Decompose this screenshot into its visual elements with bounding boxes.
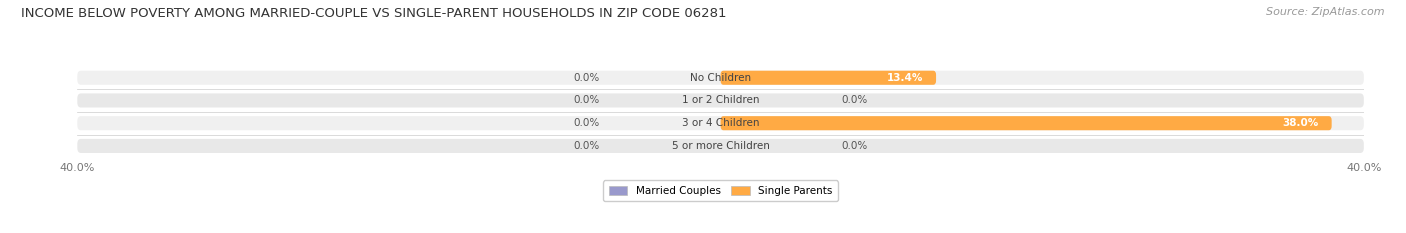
- Text: 0.0%: 0.0%: [574, 118, 600, 128]
- FancyBboxPatch shape: [721, 116, 1331, 130]
- FancyBboxPatch shape: [721, 71, 936, 85]
- Text: Source: ZipAtlas.com: Source: ZipAtlas.com: [1267, 7, 1385, 17]
- Text: 1 or 2 Children: 1 or 2 Children: [682, 96, 759, 106]
- FancyBboxPatch shape: [77, 93, 1364, 107]
- Text: 0.0%: 0.0%: [841, 96, 868, 106]
- Text: 13.4%: 13.4%: [887, 73, 924, 83]
- Text: 5 or more Children: 5 or more Children: [672, 141, 769, 151]
- FancyBboxPatch shape: [77, 116, 1364, 130]
- Text: 0.0%: 0.0%: [841, 141, 868, 151]
- Text: 0.0%: 0.0%: [574, 141, 600, 151]
- FancyBboxPatch shape: [77, 71, 1364, 85]
- Legend: Married Couples, Single Parents: Married Couples, Single Parents: [603, 180, 838, 201]
- Text: 3 or 4 Children: 3 or 4 Children: [682, 118, 759, 128]
- Text: 0.0%: 0.0%: [574, 96, 600, 106]
- FancyBboxPatch shape: [77, 139, 1364, 153]
- Text: INCOME BELOW POVERTY AMONG MARRIED-COUPLE VS SINGLE-PARENT HOUSEHOLDS IN ZIP COD: INCOME BELOW POVERTY AMONG MARRIED-COUPL…: [21, 7, 727, 20]
- Text: 38.0%: 38.0%: [1282, 118, 1319, 128]
- Text: 0.0%: 0.0%: [574, 73, 600, 83]
- Text: No Children: No Children: [690, 73, 751, 83]
